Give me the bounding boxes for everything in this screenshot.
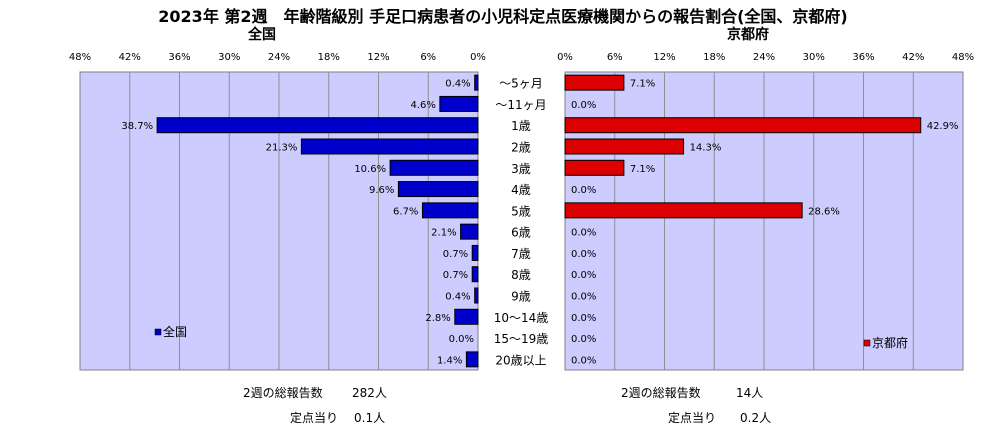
national-bar (460, 223, 479, 240)
national-data-label: 21.3% (266, 143, 298, 154)
national-data-label: 38.7% (121, 121, 153, 132)
kyoto-data-label: 0.0% (571, 185, 596, 196)
kyoto-tick-label: 6% (607, 52, 623, 63)
national-data-label: 0.7% (443, 270, 468, 281)
national-data-label: 1.4% (437, 355, 462, 366)
kyoto-legend-label: 京都府 (872, 335, 908, 350)
kyoto-tick-label: 30% (803, 52, 825, 63)
kyoto-tick-label: 18% (703, 52, 725, 63)
national-bar (474, 287, 479, 304)
national-bar (471, 244, 479, 261)
kyoto-data-label: 7.1% (630, 164, 655, 175)
kyoto-data-label: 0.0% (571, 249, 596, 260)
kyoto-tick-label: 12% (653, 52, 675, 63)
national-tick-label: 18% (318, 52, 340, 63)
kyoto-data-label: 0.0% (571, 100, 596, 111)
category-label: 3歳 (511, 162, 531, 176)
kyoto-legend-swatch (863, 339, 871, 347)
kyoto-bar (564, 138, 685, 155)
category-label: ～11ヶ月 (495, 98, 546, 112)
national-data-label: 2.1% (431, 228, 456, 239)
national-bar (474, 74, 479, 91)
kyoto-tick-label: 36% (852, 52, 874, 63)
category-label: 2歳 (511, 141, 531, 155)
national-data-label: 2.8% (425, 313, 450, 324)
national-bar (156, 117, 479, 134)
kyoto-bar (564, 117, 922, 134)
national-data-label: 6.7% (393, 206, 418, 217)
kyoto-data-label: 42.9% (927, 121, 959, 132)
national-tick-label: 36% (168, 52, 190, 63)
national-legend-label: 全国 (163, 324, 187, 339)
kyoto-data-label: 0.0% (571, 355, 596, 366)
national-bar (439, 95, 479, 112)
kyoto-total-label: 2週の総報告数 (621, 386, 701, 400)
kyoto-data-label: 0.0% (571, 313, 596, 324)
kyoto-per-value: 0.2人 (740, 411, 772, 425)
kyoto-bar (564, 159, 625, 176)
category-label: 6歳 (511, 226, 531, 240)
category-label: 9歳 (511, 290, 531, 304)
national-bar (421, 202, 479, 219)
national-total-label: 2週の総報告数 (243, 386, 323, 400)
category-label: 8歳 (511, 268, 531, 282)
chart-title: 2023年 第2週 年齢階級別 手足口病患者の小児科定点医療機関からの報告割合(… (158, 7, 848, 26)
kyoto-data-label: 14.3% (690, 143, 722, 154)
kyoto-chart-title: 京都府 (727, 27, 769, 43)
national-tick-label: 24% (268, 52, 290, 63)
category-label: 15～19歳 (494, 332, 549, 346)
category-label: 10～14歳 (494, 311, 549, 325)
national-tick-label: 30% (218, 52, 240, 63)
category-label: 4歳 (511, 183, 531, 197)
category-label: 1歳 (511, 119, 531, 133)
national-data-label: 10.6% (354, 164, 386, 175)
national-tick-label: 6% (420, 52, 436, 63)
national-bar (397, 181, 479, 198)
national-data-label: 0.7% (443, 249, 468, 260)
kyoto-per-label: 定点当り (668, 411, 717, 425)
national-plot-area: 0% 6% 12% 18% 24% 30% 36% 42% 48% 0.4% 4.6% 38.7% 21… (69, 52, 486, 371)
national-chart-title: 全国 (248, 27, 276, 43)
kyoto-data-label: 28.6% (808, 206, 840, 217)
national-total-value: 282人 (352, 386, 387, 400)
kyoto-tick-label: 0% (557, 52, 573, 63)
category-label: 5歳 (511, 204, 531, 218)
national-data-label: 4.6% (410, 100, 435, 111)
kyoto-bar (564, 202, 803, 219)
kyoto-tick-label: 24% (753, 52, 775, 63)
national-data-label: 0.0% (449, 334, 474, 345)
category-label: 20歳以上 (495, 353, 546, 367)
kyoto-data-label: 0.0% (571, 270, 596, 281)
kyoto-data-label: 0.0% (571, 334, 596, 345)
category-label: ～5ヶ月 (499, 77, 543, 91)
kyoto-bar (564, 74, 625, 91)
national-bar (465, 351, 479, 368)
national-bar (454, 308, 479, 325)
kyoto-plot-area: 0% 6% 12% 18% 24% 30% 36% 42% 48% 7.1% 0.0% 42.9% 14… (557, 52, 974, 371)
kyoto-data-label: 0.0% (571, 228, 596, 239)
national-legend-swatch (154, 328, 162, 336)
kyoto-tick-label: 48% (952, 52, 974, 63)
national-per-label: 定点当り (290, 411, 339, 425)
national-tick-label: 12% (367, 52, 389, 63)
national-tick-label: 42% (119, 52, 141, 63)
category-labels: ～5ヶ月 ～11ヶ月 1歳 2歳 3歳 4歳 5歳 6歳 7歳 8歳 9歳 10～14歳 15～19歳 2… (494, 77, 549, 368)
national-data-label: 9.6% (369, 185, 394, 196)
chart-canvas: 0% 6% 12% 18% 24% 30% 36% 42% 48% 0.4% 4.6% 38.7% 21… (69, 52, 974, 371)
kyoto-total-value: 14人 (736, 386, 764, 400)
category-label: 7歳 (511, 247, 531, 261)
national-data-label: 0.4% (445, 292, 470, 303)
kyoto-tick-label: 42% (902, 52, 924, 63)
national-tick-label: 0% (470, 52, 486, 63)
kyoto-data-label: 7.1% (630, 79, 655, 90)
kyoto-data-label: 0.0% (571, 292, 596, 303)
national-per-value: 0.1人 (354, 411, 386, 425)
national-bar (471, 266, 479, 283)
national-bar (389, 159, 479, 176)
national-data-label: 0.4% (445, 79, 470, 90)
national-bar (300, 138, 479, 155)
national-tick-label: 48% (69, 52, 91, 63)
